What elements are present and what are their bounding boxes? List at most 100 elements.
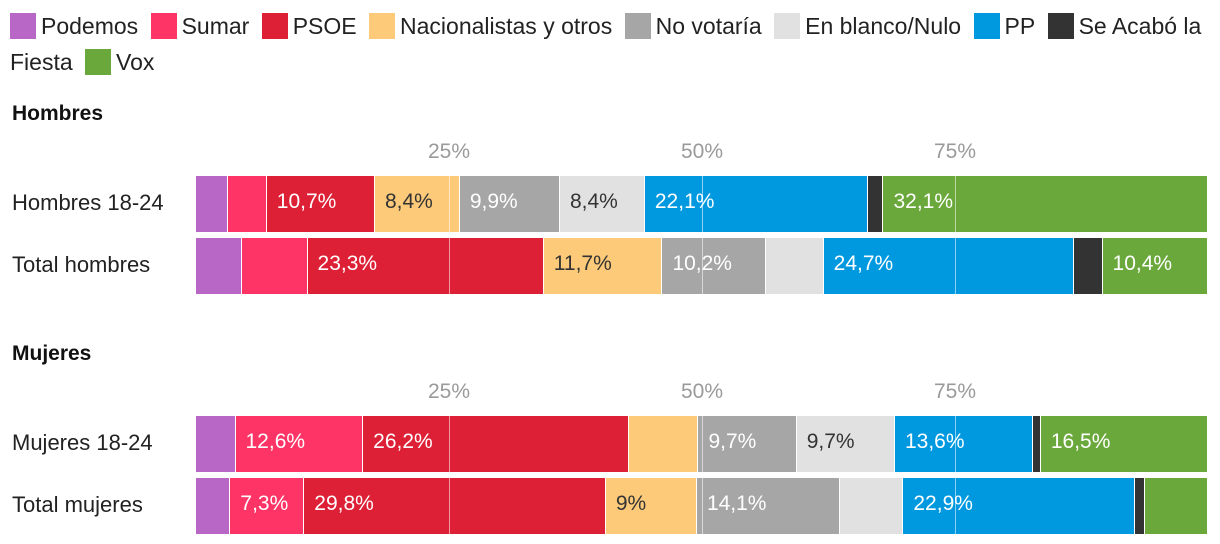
bar-segment-psoe: 10,7% — [266, 176, 375, 232]
legend-swatch — [1047, 13, 1074, 39]
data-label: 13,6% — [904, 430, 965, 453]
legend-item-sumar: Sumar — [150, 13, 250, 39]
gridline — [449, 238, 450, 294]
legend-label: PP — [1004, 13, 1036, 39]
row-label-total-mujeres: Total mujeres — [12, 492, 143, 517]
legend-label: No votaría — [655, 13, 762, 39]
legend-swatch — [774, 13, 801, 39]
gridline — [702, 176, 703, 232]
gridline — [955, 416, 956, 472]
gridline — [449, 416, 450, 472]
legend-item-se-acabo-la-fiesta: Se Acabó la Fiesta — [10, 13, 1201, 75]
data-label: 22,9% — [913, 492, 973, 515]
legend-item-no-votaria: No votaría — [624, 13, 762, 39]
legend-label: Sumar — [181, 13, 250, 39]
legend-item-pp: PP — [973, 13, 1036, 39]
legend-item-psoe: PSOE — [261, 13, 357, 39]
bar-segment-no-votaria: 9,7% — [698, 416, 797, 472]
row-label-total-hombres: Total hombres — [12, 252, 151, 277]
group-title-hombres: Hombres — [12, 102, 104, 125]
bar-segment-se-acabo-la-fiesta — [868, 176, 884, 232]
bar-segment-pp: 13,6% — [894, 416, 1033, 472]
x-tick-label: 50% — [680, 380, 724, 403]
gridline — [955, 176, 956, 232]
legend-swatch — [973, 13, 1000, 39]
x-tick-label: 25% — [427, 140, 471, 163]
group-title-mujeres: Mujeres — [12, 342, 92, 365]
gridline — [702, 238, 703, 294]
legend-item-vox: Vox — [85, 49, 154, 75]
bar-segment-se-acabo-la-fiesta — [1032, 416, 1041, 472]
gridline — [702, 478, 703, 534]
bar-segment-pp: 24,7% — [823, 238, 1075, 294]
bar-segment-sumar: 7,3% — [230, 478, 305, 534]
bar-segment-vox: 32,1% — [883, 176, 1208, 232]
legend-item-podemos: Podemos — [10, 13, 138, 39]
bar-segment-nacionalistas-y-otros: 8,4% — [374, 176, 460, 232]
bar-segment-sumar: 12,6% — [235, 416, 364, 472]
data-label: 32,1% — [893, 190, 954, 213]
bar-segment-en-blanco-nulo — [839, 478, 904, 534]
data-label: 10,2% — [672, 252, 732, 275]
data-label: 24,7% — [833, 252, 894, 275]
data-label: 9,9% — [469, 190, 518, 213]
row-label-hombres-18-24: Hombres 18-24 — [12, 190, 164, 215]
bar-segment-en-blanco-nulo: 8,4% — [559, 176, 645, 232]
data-label: 16,5% — [1050, 430, 1111, 453]
bar-segment-nacionalistas-y-otros: 9% — [605, 478, 697, 534]
data-label: 9,7% — [806, 430, 855, 453]
legend-swatch — [10, 13, 36, 39]
gridline — [955, 478, 956, 534]
legend-swatch — [85, 49, 112, 75]
legend-label: En blanco/Nulo — [805, 13, 962, 39]
legend-item-en-blanco-nulo: En blanco/Nulo — [774, 13, 961, 39]
bar-segment-nacionalistas-y-otros — [628, 416, 699, 472]
bar-segment-en-blanco-nulo: 9,7% — [796, 416, 895, 472]
bar-segment-podemos — [196, 176, 229, 232]
data-label: 12,6% — [245, 430, 306, 453]
data-label: 22,1% — [654, 190, 715, 213]
bar-segment-sumar — [228, 176, 267, 232]
bar-segment-psoe: 26,2% — [363, 416, 629, 472]
data-label: 10,4% — [1112, 252, 1173, 275]
row-label-mujeres-18-24: Mujeres 18-24 — [12, 430, 153, 455]
bar-segment-vox: 16,5% — [1040, 416, 1208, 472]
data-label: 29,8% — [314, 492, 374, 515]
stacked-bar-hombres-18-24: 10,7% 8,4% 9,9% 8,4% 22,1% 32,1% — [196, 176, 1208, 232]
data-label: 10,7% — [276, 190, 337, 213]
data-label: 9,7% — [708, 430, 757, 453]
data-label: 8,4% — [384, 190, 433, 213]
gridline — [449, 176, 450, 232]
bar-segment-pp: 22,9% — [903, 478, 1136, 534]
bar-segment-se-acabo-la-fiesta — [1135, 478, 1146, 534]
x-tick-label: 75% — [933, 140, 977, 163]
bar-segment-se-acabo-la-fiesta — [1074, 238, 1103, 294]
legend-item-nacionalistas-y-otros: Nacionalistas y otros — [369, 13, 612, 39]
legend-label: PSOE — [292, 13, 357, 39]
data-label: 7,3% — [240, 492, 289, 515]
chart-legend: Podemos Sumar PSOE Nacionalistas y otros… — [10, 8, 1214, 80]
legend-swatch — [261, 13, 288, 39]
bar-segment-podemos — [196, 238, 242, 294]
data-label: 14,1% — [706, 492, 767, 515]
x-tick-label: 50% — [680, 140, 724, 163]
bar-segment-podemos — [196, 478, 231, 534]
bar-segment-podemos — [196, 416, 236, 472]
bar-segment-psoe: 29,8% — [304, 478, 606, 534]
bar-segment-sumar — [241, 238, 308, 294]
stacked-bar-total-mujeres: 7,3% 29,8% 9% 14,1% 22,9% — [196, 478, 1208, 534]
bar-segment-no-votaria: 14,1% — [696, 478, 840, 534]
bar-segment-vox — [1145, 478, 1208, 534]
data-label: 23,3% — [317, 252, 378, 275]
x-tick-label: 75% — [933, 380, 977, 403]
gridline — [449, 478, 450, 534]
gridline — [955, 238, 956, 294]
bar-segment-nacionalistas-y-otros: 11,7% — [543, 238, 663, 294]
data-label: 11,7% — [553, 252, 612, 275]
stacked-bar-total-hombres: 23,3% 11,7% 10,2% 24,7% 10,4% — [196, 238, 1208, 294]
data-label: 26,2% — [373, 430, 433, 453]
legend-label: Nacionalistas y otros — [400, 13, 613, 39]
legend-swatch — [369, 13, 396, 39]
legend-label: Podemos — [41, 13, 139, 39]
bar-segment-vox: 10,4% — [1102, 238, 1208, 294]
